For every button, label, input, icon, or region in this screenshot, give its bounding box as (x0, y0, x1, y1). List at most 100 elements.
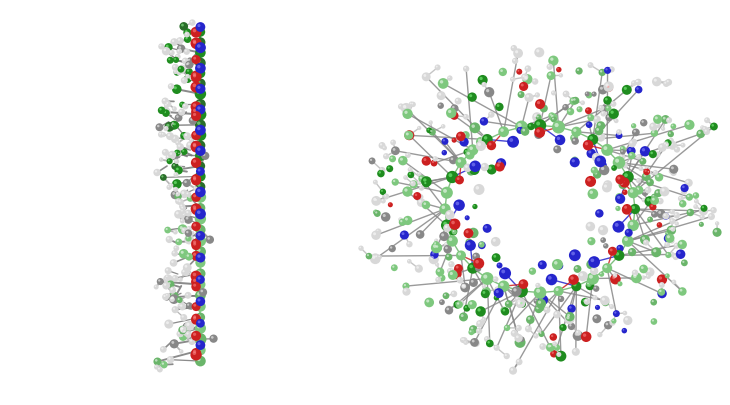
Circle shape (190, 340, 192, 342)
Circle shape (666, 81, 669, 83)
Circle shape (550, 114, 552, 117)
Circle shape (612, 276, 615, 279)
Circle shape (410, 181, 418, 189)
Circle shape (552, 259, 563, 270)
Circle shape (186, 323, 190, 326)
Circle shape (446, 171, 458, 184)
Circle shape (496, 159, 506, 169)
Circle shape (191, 82, 201, 94)
Circle shape (407, 113, 409, 115)
Circle shape (404, 190, 411, 197)
Circle shape (608, 67, 615, 73)
Circle shape (665, 252, 672, 258)
Circle shape (635, 87, 642, 94)
Circle shape (186, 231, 188, 234)
Circle shape (507, 302, 509, 304)
Circle shape (509, 367, 517, 375)
Circle shape (647, 275, 648, 277)
Circle shape (588, 63, 593, 69)
Circle shape (398, 104, 404, 110)
Circle shape (622, 190, 628, 196)
Circle shape (627, 147, 636, 156)
Circle shape (511, 79, 513, 80)
Circle shape (405, 133, 407, 134)
Circle shape (476, 267, 478, 269)
Circle shape (426, 128, 432, 134)
Circle shape (615, 206, 620, 211)
Circle shape (666, 118, 672, 124)
Circle shape (197, 50, 201, 53)
Circle shape (421, 177, 431, 188)
Circle shape (630, 142, 632, 144)
Circle shape (418, 182, 420, 183)
Circle shape (174, 115, 182, 122)
Circle shape (176, 116, 179, 119)
Circle shape (388, 167, 390, 169)
Circle shape (193, 75, 196, 78)
Circle shape (181, 330, 182, 332)
Circle shape (182, 271, 185, 273)
Circle shape (182, 79, 185, 81)
Circle shape (176, 194, 178, 197)
Circle shape (666, 232, 669, 234)
Circle shape (191, 141, 201, 152)
Circle shape (483, 318, 484, 320)
Circle shape (669, 139, 671, 141)
Circle shape (681, 260, 688, 266)
Circle shape (643, 191, 645, 193)
Circle shape (166, 269, 168, 271)
Circle shape (669, 228, 672, 231)
Circle shape (449, 219, 461, 230)
Circle shape (595, 305, 600, 310)
Circle shape (404, 177, 406, 178)
Circle shape (669, 219, 675, 225)
Circle shape (459, 313, 468, 322)
Circle shape (196, 141, 205, 151)
Circle shape (518, 70, 519, 72)
Circle shape (594, 117, 597, 120)
Circle shape (699, 215, 704, 220)
Circle shape (191, 112, 201, 122)
Circle shape (523, 76, 525, 78)
Circle shape (486, 90, 489, 93)
Circle shape (558, 353, 561, 356)
Circle shape (452, 292, 454, 294)
Circle shape (168, 358, 171, 360)
Circle shape (435, 263, 439, 267)
Circle shape (191, 131, 201, 141)
Circle shape (175, 198, 182, 205)
Circle shape (196, 313, 205, 322)
Circle shape (445, 243, 447, 245)
Circle shape (615, 175, 625, 185)
Circle shape (648, 217, 653, 223)
Circle shape (572, 160, 575, 163)
Circle shape (639, 147, 650, 157)
Circle shape (423, 75, 426, 78)
Circle shape (177, 199, 184, 206)
Circle shape (164, 127, 169, 132)
Circle shape (670, 254, 672, 255)
Circle shape (438, 275, 445, 282)
Circle shape (593, 93, 594, 95)
Circle shape (491, 237, 501, 247)
Circle shape (462, 285, 465, 288)
Circle shape (423, 179, 426, 182)
Circle shape (495, 162, 504, 172)
Circle shape (518, 287, 522, 292)
Circle shape (182, 104, 188, 110)
Circle shape (418, 196, 420, 198)
Circle shape (467, 263, 478, 274)
Circle shape (618, 177, 620, 180)
Circle shape (372, 256, 375, 259)
Circle shape (462, 339, 464, 341)
Circle shape (452, 138, 457, 143)
Circle shape (495, 296, 496, 298)
Circle shape (433, 241, 439, 247)
Circle shape (169, 184, 171, 186)
Circle shape (699, 222, 704, 227)
Circle shape (434, 239, 439, 243)
Circle shape (168, 84, 174, 90)
Circle shape (539, 306, 542, 308)
Circle shape (193, 224, 196, 227)
Circle shape (407, 172, 414, 179)
